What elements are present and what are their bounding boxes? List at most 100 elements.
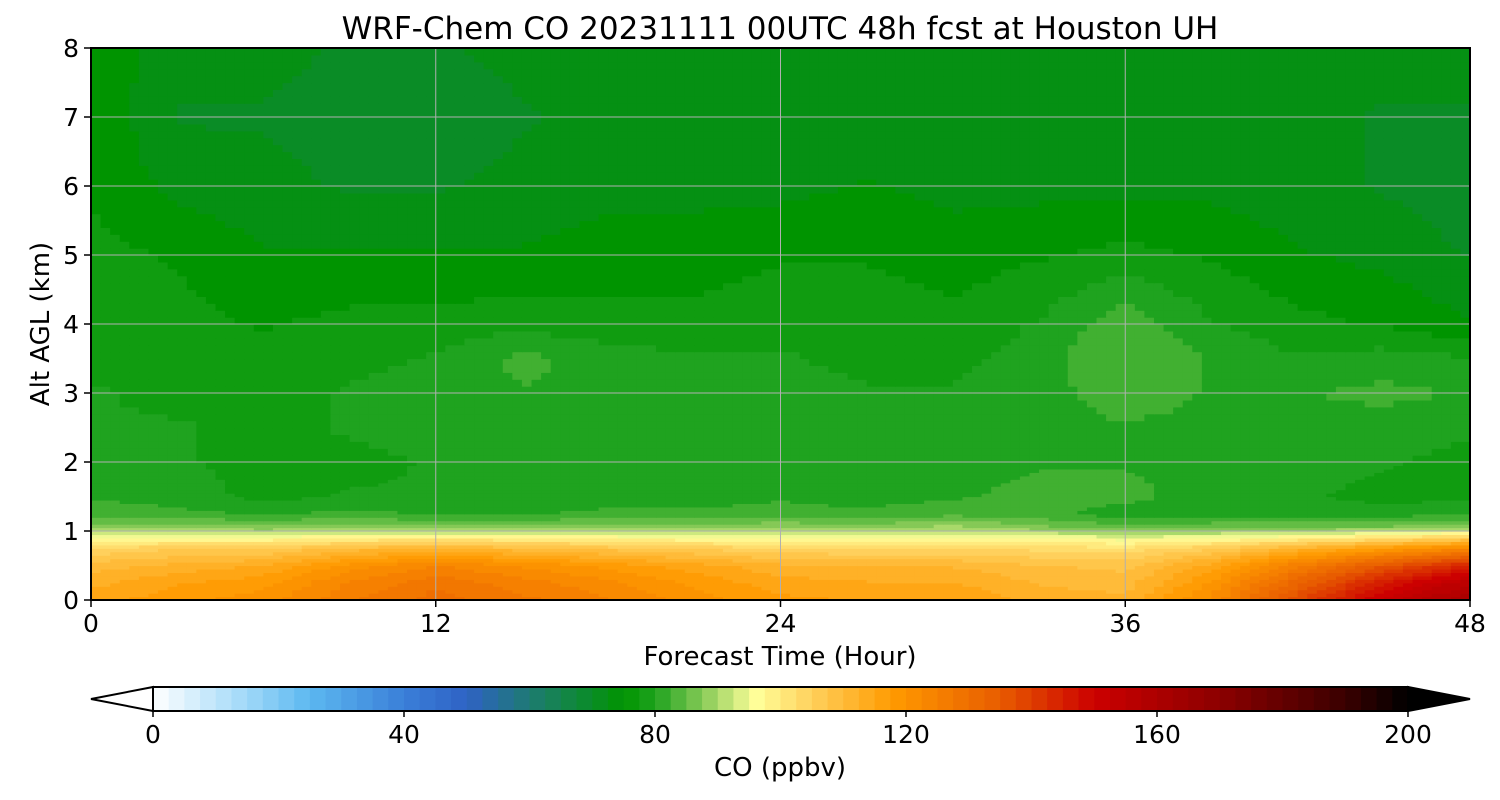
heat-cell: [138, 562, 150, 567]
heat-cell: [541, 513, 552, 518]
heat-cell: [1288, 582, 1299, 587]
heat-cell: [675, 572, 686, 577]
heat-cell: [588, 489, 600, 494]
heat-cell: [866, 541, 877, 546]
heat-cell: [828, 579, 839, 584]
heat-cell: [904, 548, 916, 553]
heat-cell: [646, 531, 657, 536]
heat-cell: [617, 527, 628, 532]
heat-cell: [1249, 510, 1260, 515]
heat-cell: [665, 534, 676, 539]
heat-cell: [244, 548, 255, 553]
heat-cell: [158, 489, 169, 494]
heat-cell: [320, 579, 332, 584]
heat-cell: [464, 510, 475, 515]
heat-cell: [1201, 499, 1213, 504]
heat-cell: [1201, 596, 1213, 600]
heat-cell: [608, 499, 619, 504]
heat-cell: [1125, 568, 1136, 573]
heat-cell: [464, 586, 475, 591]
heat-cell: [282, 520, 293, 525]
heat-cell: [914, 565, 925, 570]
heat-cell: [100, 548, 111, 553]
heat-cell: [627, 579, 638, 584]
heat-cell: [253, 527, 264, 532]
heat-cell: [1077, 517, 1088, 522]
heat-cell: [531, 582, 542, 587]
heat-cell: [148, 482, 159, 487]
heat-cell: [723, 558, 734, 563]
heat-cell: [837, 499, 849, 504]
heat-cell: [416, 531, 427, 536]
heat-cell: [435, 520, 446, 525]
heat-cell: [225, 524, 236, 529]
heat-cell: [368, 544, 379, 549]
heat-cell: [1201, 524, 1213, 529]
heat-cell: [263, 479, 274, 484]
heat-cell: [426, 482, 437, 487]
heat-cell: [1431, 586, 1442, 591]
heat-cell: [1460, 575, 1470, 580]
heat-cell: [1115, 534, 1126, 539]
heat-cell: [435, 548, 446, 553]
heat-cell: [1221, 572, 1232, 577]
heat-cell: [1096, 527, 1107, 532]
heat-cell: [1000, 479, 1011, 484]
heat-cell: [1182, 544, 1193, 549]
heat-cell: [330, 593, 341, 598]
heat-cell: [1450, 524, 1462, 529]
heat-cell: [1058, 589, 1069, 594]
heat-cell: [215, 541, 226, 546]
heat-cell: [110, 503, 121, 508]
heat-cell: [694, 527, 705, 532]
heat-cell: [91, 548, 102, 553]
heat-cell: [1345, 534, 1356, 539]
heat-cell: [933, 562, 944, 567]
heat-cell: [1335, 489, 1347, 494]
heat-cell: [138, 551, 150, 556]
heat-cell: [1374, 596, 1385, 600]
heat-cell: [1115, 493, 1126, 498]
heat-cell: [761, 479, 772, 484]
heat-cell: [665, 596, 676, 600]
heat-cell: [416, 537, 427, 542]
heat-cell: [272, 537, 284, 542]
heat-cell: [138, 524, 150, 529]
heat-cell: [1450, 499, 1462, 504]
heat-cell: [1383, 482, 1394, 487]
heat-cell: [311, 572, 322, 577]
heat-cell: [569, 493, 580, 498]
heat-cell: [703, 596, 715, 600]
heat-cell: [1115, 586, 1126, 591]
heat-cell: [828, 479, 839, 484]
heat-cell: [1326, 565, 1337, 570]
heat-cell: [1412, 537, 1423, 542]
heat-cell: [1173, 565, 1184, 570]
heat-cell: [1240, 575, 1251, 580]
heat-cell: [1412, 517, 1423, 522]
heat-cell: [387, 517, 399, 522]
heat-cell: [368, 558, 379, 563]
heat-cell: [349, 575, 360, 580]
heat-cell: [694, 520, 705, 525]
heat-cell: [1077, 544, 1088, 549]
heat-cell: [713, 531, 724, 536]
heat-cell: [809, 517, 820, 522]
heat-cell: [100, 575, 111, 580]
heat-cell: [282, 555, 293, 560]
heat-cell: [770, 541, 782, 546]
heat-cell: [1115, 499, 1126, 504]
heat-cell: [703, 489, 715, 494]
heat-cell: [1029, 572, 1040, 577]
heat-cell: [904, 551, 916, 556]
heat-cell: [646, 544, 657, 549]
heat-cell: [1153, 499, 1165, 504]
heat-cell: [138, 479, 150, 484]
heat-cell: [1201, 503, 1213, 508]
heat-cell: [617, 548, 628, 553]
heat-cell: [1288, 493, 1299, 498]
heat-cell: [1335, 496, 1347, 501]
heat-cell: [857, 579, 868, 584]
heat-cell: [809, 558, 820, 563]
heat-cell: [292, 593, 303, 598]
